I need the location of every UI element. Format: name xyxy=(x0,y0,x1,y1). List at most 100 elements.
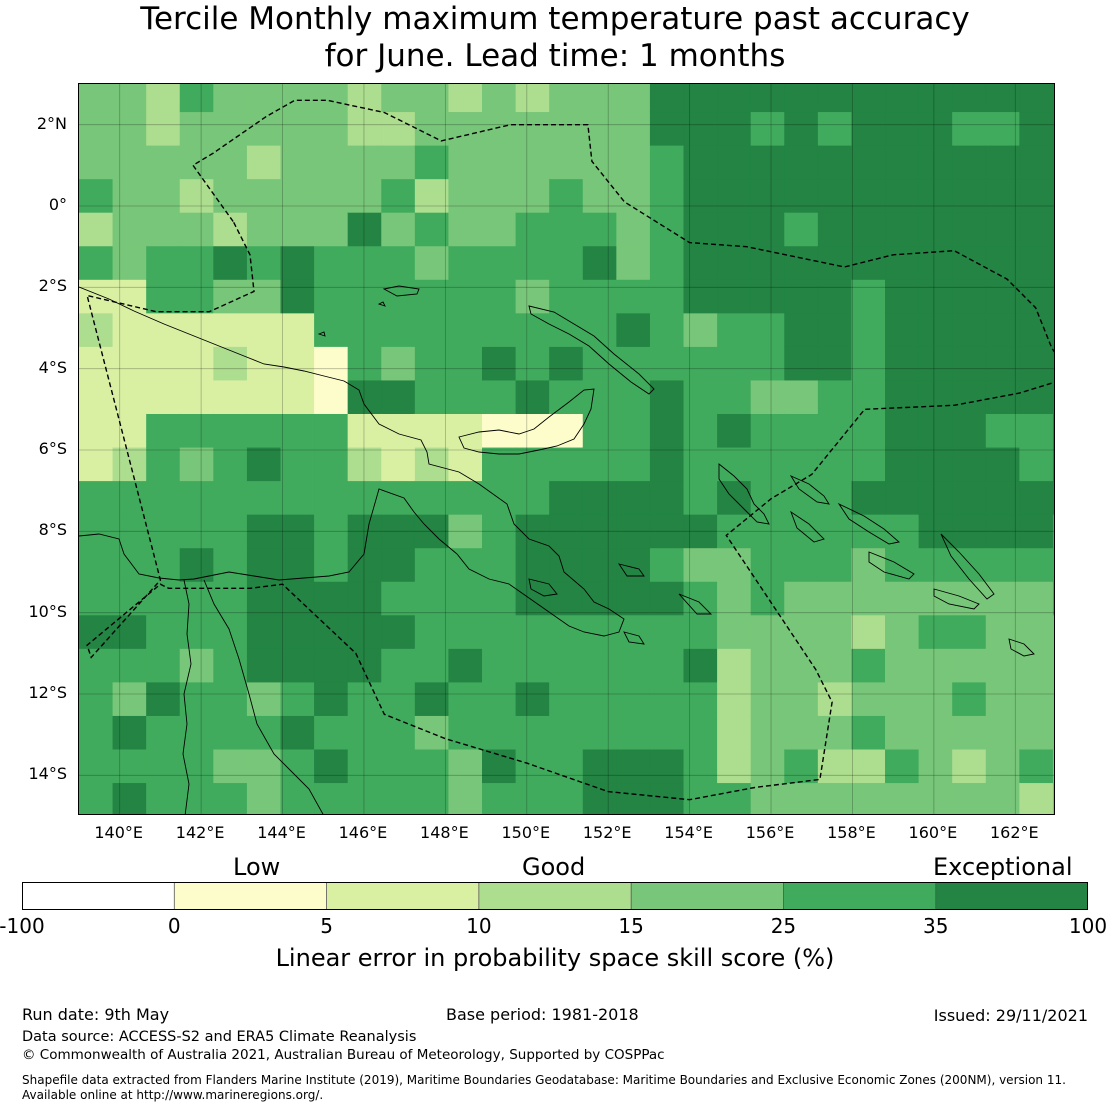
skill-cell xyxy=(280,446,315,482)
skill-cell xyxy=(213,84,248,113)
skill-cell xyxy=(146,145,181,180)
skill-cell xyxy=(784,681,819,716)
skill-cell xyxy=(515,480,550,515)
skill-cell xyxy=(414,279,450,314)
longitude-tick: 142°E xyxy=(175,823,225,842)
colorbar-tick: 0 xyxy=(167,914,181,938)
graticule-lines xyxy=(79,84,1054,814)
colorbar-tick: 15 xyxy=(618,914,644,938)
skill-cell xyxy=(246,782,282,814)
skill-cell xyxy=(213,480,248,515)
skill-cell xyxy=(817,748,853,784)
skill-cell xyxy=(885,480,920,515)
skill-cell xyxy=(918,681,953,716)
skill-cell xyxy=(314,446,349,482)
coastline-new-ireland xyxy=(528,305,655,395)
skill-cell xyxy=(616,312,651,347)
skill-cell xyxy=(381,245,416,280)
skill-cell xyxy=(683,212,718,247)
skill-cell xyxy=(952,379,987,414)
skill-cell xyxy=(952,312,987,347)
skill-cell xyxy=(448,648,483,683)
skill-cell xyxy=(347,111,382,146)
skill-cell xyxy=(482,346,517,381)
skill-cell xyxy=(952,178,987,213)
skill-cell xyxy=(213,446,248,482)
skill-cell xyxy=(616,715,651,750)
skill-cell xyxy=(246,715,282,750)
skill-cell xyxy=(1052,547,1054,582)
skill-cell xyxy=(179,413,214,448)
skill-cell xyxy=(246,748,282,784)
skill-cell xyxy=(515,379,550,414)
skill-cell xyxy=(414,614,450,649)
skill-cell xyxy=(515,245,550,280)
skill-cell xyxy=(347,279,382,314)
skill-cell xyxy=(1052,748,1054,784)
skill-cell xyxy=(750,614,785,649)
skill-cell xyxy=(582,581,617,616)
skill-cell xyxy=(616,648,651,683)
skill-cell xyxy=(314,245,349,280)
skill-cell xyxy=(112,84,147,113)
skill-cell xyxy=(616,782,651,814)
skill-cell xyxy=(817,379,853,414)
skill-cell xyxy=(414,748,450,784)
skill-cell xyxy=(482,581,517,616)
skill-cell xyxy=(146,84,181,113)
latitude-tick: 2°N xyxy=(36,113,67,133)
skill-cell xyxy=(649,782,685,814)
base-period: Base period: 1981-2018 xyxy=(446,1005,639,1024)
skill-cell xyxy=(79,379,114,414)
skill-cell xyxy=(347,178,382,213)
skill-cell xyxy=(314,279,349,314)
skill-cell xyxy=(649,681,685,716)
skill-cell xyxy=(448,748,483,784)
coastline-bougainville xyxy=(718,463,770,525)
skill-cell xyxy=(482,84,517,113)
skill-cell xyxy=(817,446,853,482)
skill-cell xyxy=(683,648,718,683)
skill-cell xyxy=(885,547,920,582)
skill-cell xyxy=(112,379,147,414)
skill-cell xyxy=(985,581,1020,616)
skill-cell xyxy=(179,312,214,347)
longitude-tick: 144°E xyxy=(257,823,306,842)
skill-cell xyxy=(79,212,114,247)
skill-cell xyxy=(851,480,886,515)
skill-cell xyxy=(616,514,651,549)
skill-cell xyxy=(381,145,416,180)
skill-cell xyxy=(482,715,517,750)
skill-cell xyxy=(750,379,785,414)
skill-cell xyxy=(246,514,282,549)
skill-cell xyxy=(347,782,382,814)
colorbar-bin xyxy=(22,882,175,910)
skill-cell xyxy=(649,547,685,582)
latitude-tick: 6°S xyxy=(38,439,67,458)
skill-cell xyxy=(280,111,315,146)
skill-grid-cells xyxy=(79,84,1054,814)
skill-cell xyxy=(918,446,953,482)
skill-cell xyxy=(314,178,349,213)
skill-cell xyxy=(381,413,416,448)
coastline-cape-york xyxy=(182,579,192,814)
skill-cell xyxy=(414,212,450,247)
skill-cell xyxy=(616,145,651,180)
skill-cell xyxy=(717,413,752,448)
coastline-santa-cruz xyxy=(1008,638,1035,657)
skill-cell xyxy=(347,379,382,414)
skill-cell xyxy=(515,547,550,582)
skill-cell xyxy=(1019,245,1054,280)
skill-cell xyxy=(146,547,181,582)
skill-cell xyxy=(985,312,1020,347)
skill-cell xyxy=(79,279,114,314)
skill-cell xyxy=(750,648,785,683)
skill-cell xyxy=(448,514,483,549)
skill-cell xyxy=(885,614,920,649)
coastline-louisiade xyxy=(617,563,713,615)
skill-cell xyxy=(179,648,214,683)
skill-cell xyxy=(414,648,450,683)
skill-cell xyxy=(280,480,315,515)
skill-cell xyxy=(1052,245,1054,280)
skill-cell xyxy=(582,514,617,549)
